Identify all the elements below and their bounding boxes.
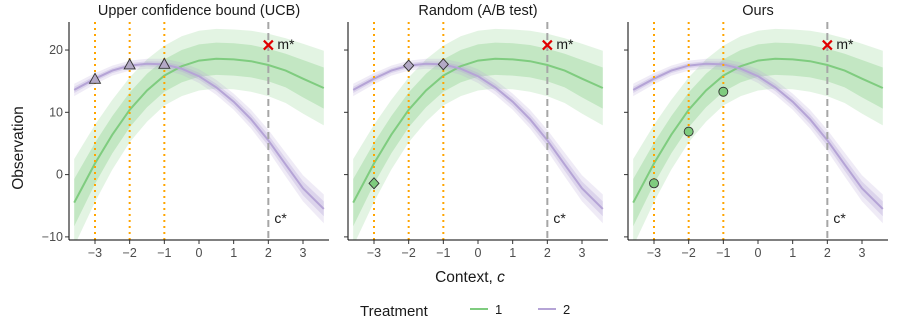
m-star-label: m* — [836, 36, 854, 52]
x-tick-label: 0 — [196, 246, 203, 260]
x-tick-label: 1 — [509, 246, 516, 260]
x-tick-label: −3 — [647, 246, 661, 260]
x-tick-label: 3 — [859, 246, 866, 260]
panel-1: Upper confidence bound (UCB)c*m*−1001020… — [42, 3, 329, 260]
m-star-label: m* — [277, 36, 295, 52]
x-tick-label: −1 — [436, 246, 450, 260]
legend-label-1: 1 — [495, 302, 502, 317]
legend: Treatment 1 2 — [360, 298, 570, 320]
mean-line-treatment-1 — [632, 57, 884, 204]
data-point — [649, 178, 659, 189]
data-point — [683, 126, 694, 137]
optimum-marker — [263, 39, 274, 51]
ribbon-outer-treatment-2 — [74, 58, 324, 224]
x-tick-label: −1 — [716, 246, 730, 260]
plot-area — [352, 22, 604, 240]
m-star-label: m* — [556, 36, 574, 52]
data-point — [123, 58, 136, 70]
optimum-marker — [542, 39, 553, 51]
x-tick-label: −2 — [402, 246, 416, 260]
data-point — [88, 72, 102, 84]
data-point — [368, 177, 380, 190]
ribbon-inner-treatment-1 — [633, 42, 883, 227]
x-tick-label: 0 — [755, 246, 762, 260]
ribbon-inner-treatment-1 — [353, 42, 603, 227]
x-tick-label: 3 — [300, 246, 307, 260]
x-tick-label: −1 — [157, 246, 171, 260]
mean-line-treatment-2 — [352, 62, 604, 210]
data-point — [718, 86, 729, 97]
panel-title: Random (A/B test) — [418, 3, 537, 19]
data-point — [158, 57, 171, 69]
c-star-label: c* — [553, 210, 566, 226]
mean-line-treatment-1 — [352, 57, 604, 204]
ribbon-outer-treatment-1 — [353, 28, 603, 240]
panel-title: Ours — [742, 3, 773, 19]
panel-2: Random (A/B test) c* m* −3 −2 −1 0 1 2 3 — [344, 3, 608, 260]
legend-title: Treatment — [360, 303, 429, 320]
x-axis-label-variable: c — [497, 269, 505, 286]
mean-line-treatment-2 — [73, 62, 325, 210]
ribbon-outer-treatment-1 — [633, 28, 883, 240]
ribbon-outer-treatment-2 — [633, 58, 883, 224]
x-tick-label: 2 — [544, 246, 551, 260]
y-tick-label: 20 — [49, 43, 63, 57]
x-axis-label: Context, c — [435, 269, 505, 286]
x-tick-label: 2 — [824, 246, 831, 260]
data-point — [437, 58, 449, 71]
x-tick-label: 1 — [230, 246, 237, 260]
x-tick-label: −2 — [682, 246, 696, 260]
x-axis-label-text: Context, — [435, 269, 497, 286]
y-axis-label: Observation — [10, 106, 27, 190]
data-point — [403, 59, 415, 72]
y-tick-label: −10 — [42, 230, 63, 244]
panel-3: Ours c* m* −3 −2 −1 0 1 2 3 — [624, 3, 888, 260]
mean-line-treatment-1 — [73, 57, 325, 204]
x-tick-label: −3 — [88, 246, 102, 260]
mean-line-treatment-2 — [632, 62, 884, 210]
y-tick-label: 0 — [56, 168, 63, 182]
ribbon-outer-treatment-1 — [74, 28, 324, 240]
x-tick-label: 2 — [265, 246, 272, 260]
ribbon-outer-treatment-2 — [353, 58, 603, 224]
panel-title: Upper confidence bound (UCB) — [98, 3, 300, 19]
x-tick-label: 1 — [789, 246, 796, 260]
legend-label-2: 2 — [563, 302, 570, 317]
x-tick-label: −3 — [367, 246, 381, 260]
c-star-label: c* — [274, 210, 287, 226]
x-tick-label: 3 — [579, 246, 586, 260]
y-tick-label: 10 — [49, 105, 63, 119]
c-star-label: c* — [833, 210, 846, 226]
ribbon-inner-treatment-1 — [74, 42, 324, 227]
optimum-marker — [822, 39, 833, 51]
x-tick-label: −2 — [123, 246, 137, 260]
x-tick-label: 0 — [475, 246, 482, 260]
